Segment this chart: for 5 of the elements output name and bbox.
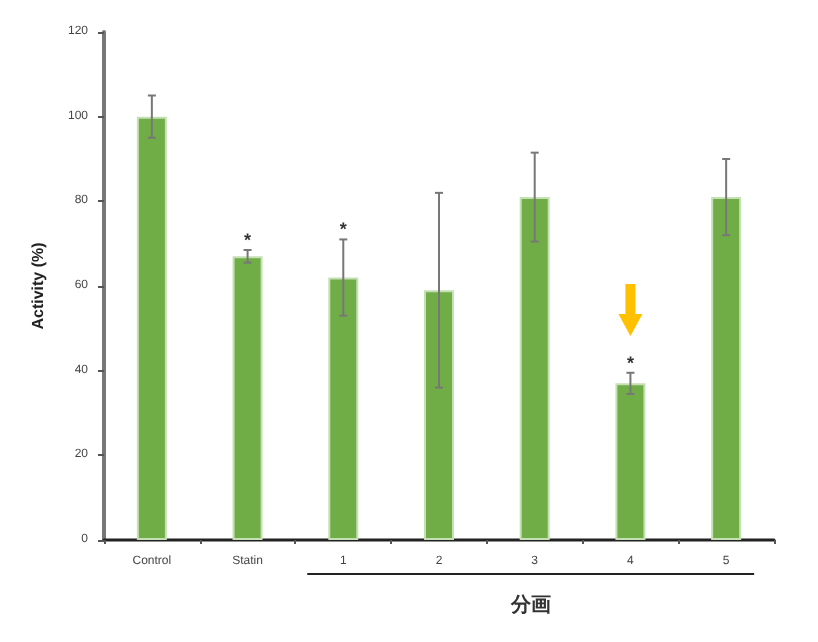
- y-axis-title: Activity (%): [29, 241, 48, 330]
- x-axis-title: 分画: [508, 593, 551, 617]
- annotation: *: [626, 352, 635, 373]
- annotation: *: [244, 230, 253, 251]
- annotation: *: [339, 219, 348, 240]
